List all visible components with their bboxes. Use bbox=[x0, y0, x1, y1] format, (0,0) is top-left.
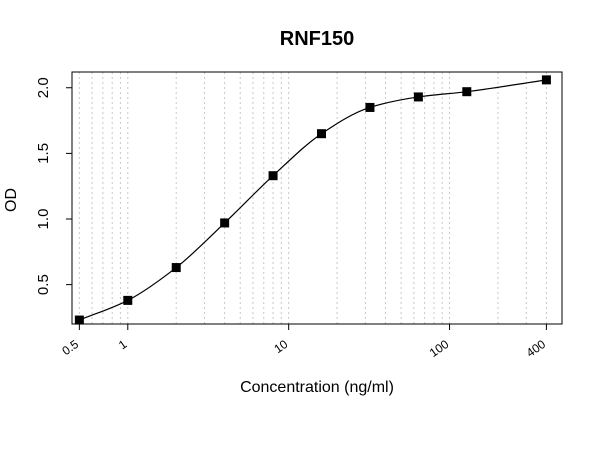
data-point bbox=[74, 315, 84, 325]
x-tick-label: 400 bbox=[524, 337, 549, 360]
x-tick-label: 1 bbox=[116, 337, 130, 352]
y-tick-label: 1.0 bbox=[35, 209, 52, 230]
x-tick-label: 10 bbox=[271, 337, 290, 356]
data-point bbox=[462, 87, 472, 97]
y-tick-label: 1.5 bbox=[35, 143, 52, 164]
data-point bbox=[268, 171, 278, 181]
data-point bbox=[413, 92, 423, 102]
chart-title: RNF150 bbox=[280, 28, 354, 50]
x-axis: 0.5 1 10 100 400 bbox=[59, 324, 548, 360]
data-point bbox=[220, 218, 230, 228]
data-point bbox=[365, 102, 375, 112]
x-tick-label: 100 bbox=[427, 337, 452, 360]
data-point bbox=[123, 295, 133, 305]
data-point bbox=[317, 129, 327, 139]
y-tick-label: 2.0 bbox=[35, 77, 52, 98]
y-axis-label: OD bbox=[3, 188, 20, 212]
y-tick-label: 0.5 bbox=[35, 274, 52, 295]
x-tick-label: 0.5 bbox=[59, 337, 81, 358]
x-axis-label: Concentration (ng/ml) bbox=[240, 379, 394, 396]
data-point bbox=[541, 75, 551, 85]
data-points bbox=[74, 75, 551, 325]
fit-curve bbox=[79, 79, 547, 321]
y-axis: 0.5 1.0 1.5 2.0 bbox=[35, 77, 72, 295]
grid-lines bbox=[78, 72, 547, 324]
data-point bbox=[171, 263, 181, 273]
plot-frame bbox=[71, 71, 563, 325]
